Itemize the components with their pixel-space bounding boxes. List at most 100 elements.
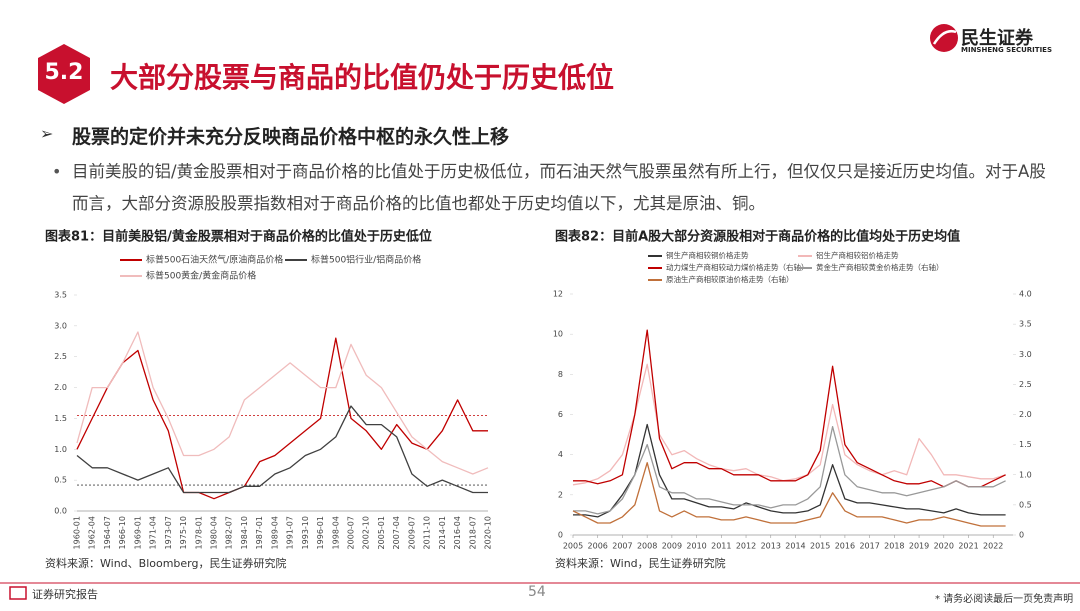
series-line: [76, 337, 488, 500]
x-tick-label: 1982-07: [225, 516, 234, 549]
paragraph: 目前美股的铝/黄金股票相对于商品价格的比值处于历史极低位，而石油天然气股票虽然有…: [72, 162, 1046, 213]
legend-label: 标普500石油天然气/原油商品价格: [146, 254, 283, 266]
footer-left: 证券研究报告: [32, 588, 98, 601]
logo-subtitle: MINSHENG SECURITIES: [961, 46, 1052, 54]
y-tick-label: 3.5: [54, 291, 67, 300]
footer-icon: [9, 586, 27, 600]
series-line: [573, 425, 1006, 515]
x-tick-label: 2016: [835, 542, 855, 551]
y-tick-label: 10: [553, 330, 563, 339]
x-tick-label: 1971-04: [149, 516, 158, 549]
legend-label: 标普500黄金/黄金商品价格: [146, 270, 256, 282]
y2-tick-label: 2.5: [1019, 380, 1032, 389]
x-tick-label: 1980-04: [210, 516, 219, 549]
x-tick-label: 2009-07: [407, 516, 416, 549]
chart-title: 图表81：目前美股铝/黄金股票相对于商品价格的比值处于历史低位: [45, 229, 432, 245]
x-tick-label: 2002-10: [362, 516, 371, 549]
footer-right: * 请务必阅读最后一页免责声明: [935, 594, 1074, 605]
heading: 股票的定价并未充分反映商品价格中枢的永久性上移: [72, 126, 510, 148]
x-tick-label: 1991-07: [286, 516, 295, 549]
y2-tick-label: 0: [1019, 531, 1024, 540]
legend-label: 铜生产商相较铜价格走势: [666, 250, 749, 260]
x-tick-label: 2005-01: [377, 516, 386, 549]
series-line: [572, 363, 1006, 486]
y-tick-label: 3.0: [54, 321, 67, 330]
series-line: [76, 331, 489, 475]
y-tick-label: 1.5: [54, 414, 67, 423]
slide-title: 大部分股票与商品的比值仍处于历史低位: [110, 61, 615, 94]
x-tick-label: 1996-01: [316, 516, 325, 549]
y2-tick-label: 4.0: [1019, 290, 1032, 299]
section-badge: [38, 44, 90, 104]
x-tick-label: 1969-01: [133, 516, 142, 549]
x-tick-label: 2011-10: [423, 516, 432, 549]
x-tick-label: 2018-07: [468, 516, 477, 549]
y-tick-label: 1.0: [54, 445, 67, 454]
legend-label: 原油生产商相较原油价格走势（右轴）: [666, 274, 794, 284]
x-tick-label: 1978-01: [194, 516, 203, 549]
series-line: [572, 462, 1006, 527]
x-tick-label: 1987-01: [255, 516, 264, 549]
x-tick-label: 2007: [612, 542, 632, 551]
x-tick-label: 2020-10: [484, 516, 493, 549]
y-tick-label: 0.0: [54, 507, 67, 516]
x-tick-label: 2021: [958, 542, 978, 551]
y2-tick-label: 1.0: [1019, 470, 1032, 479]
x-tick-label: 2020: [934, 542, 954, 551]
x-tick-label: 1984-10: [240, 516, 249, 549]
series-line: [573, 423, 1006, 518]
x-tick-label: 1962-04: [88, 516, 97, 549]
y-tick-label: 0.5: [54, 476, 67, 485]
y2-tick-label: 2.0: [1019, 410, 1032, 419]
y-tick-label: 4: [558, 450, 563, 459]
y-tick-label: 2.5: [54, 352, 67, 361]
x-tick-label: 2017: [859, 542, 879, 551]
page-number: 54: [528, 584, 546, 600]
x-tick-label: 2010: [686, 542, 706, 551]
x-tick-label: 2006: [588, 542, 608, 551]
legend-label: 铝生产商相较铝价格走势: [816, 250, 899, 260]
series-line: [573, 329, 1006, 488]
y2-tick-label: 1.5: [1019, 440, 1032, 449]
y2-tick-label: 3.5: [1019, 320, 1032, 329]
x-tick-label: 2022: [983, 542, 1003, 551]
x-tick-label: 2015: [810, 542, 830, 551]
x-tick-label: 1960-01: [73, 516, 82, 549]
x-tick-label: 1966-10: [118, 516, 127, 549]
x-tick-label: 2005: [563, 542, 583, 551]
chart-source: 资料来源：Wind、Bloomberg，民生证券研究院: [45, 556, 286, 570]
x-tick-label: 2007-04: [392, 516, 401, 549]
y2-tick-label: 0.5: [1019, 500, 1032, 509]
y-tick-label: 2.0: [54, 383, 67, 392]
y-tick-label: 12: [553, 290, 563, 299]
bullet: •: [52, 162, 62, 181]
x-tick-label: 2008: [637, 542, 657, 551]
x-tick-label: 2016-04: [453, 516, 462, 549]
section-number: 5.2: [44, 60, 84, 85]
x-tick-label: 1993-10: [301, 516, 310, 549]
legend-label: 动力煤生产商相较动力煤价格走势（右轴）: [666, 262, 809, 272]
x-tick-label: 1973-07: [164, 516, 173, 549]
chart-source: 资料来源：Wind，民生证券研究院: [555, 556, 726, 570]
x-tick-label: 2013: [761, 542, 781, 551]
y-tick-label: 0: [558, 531, 563, 540]
x-tick-label: 2012: [736, 542, 756, 551]
y2-tick-label: 3.0: [1019, 350, 1032, 359]
logo-icon: [930, 24, 958, 52]
x-tick-label: 1975-10: [179, 516, 188, 549]
x-tick-label: 1964-07: [103, 516, 112, 549]
x-tick-label: 2014-01: [438, 516, 447, 549]
logo-name: 民生证券: [961, 28, 1033, 49]
series-line: [76, 405, 488, 494]
legend-label: 黄金生产商相较黄金价格走势（右轴）: [816, 262, 944, 272]
y-tick-label: 8: [558, 370, 563, 379]
x-tick-label: 2014: [785, 542, 805, 551]
heading-marker: ➢: [40, 124, 54, 143]
x-tick-label: 2018: [884, 542, 904, 551]
legend-label: 标普500铝行业/铝商品价格: [311, 254, 421, 266]
x-tick-label: 2000-07: [347, 516, 356, 549]
logo-swoosh: [932, 30, 957, 45]
x-tick-label: 2009: [662, 542, 682, 551]
